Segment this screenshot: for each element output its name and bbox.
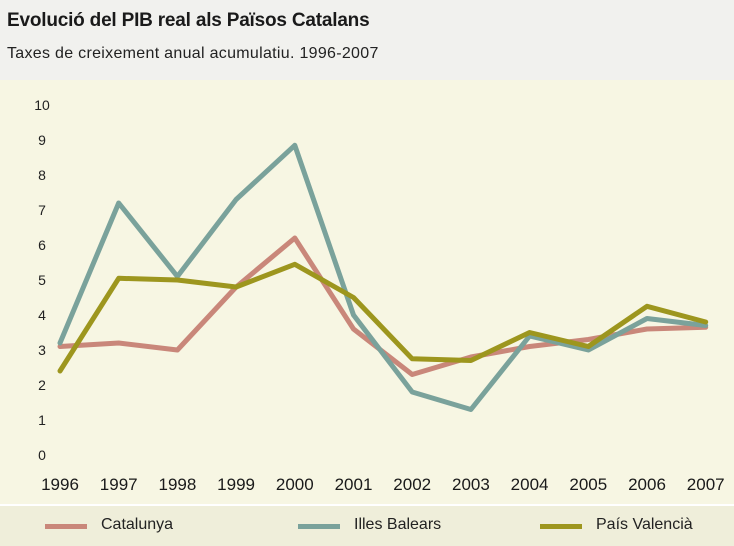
x-tick-label: 2003 (452, 475, 490, 494)
y-tick-label: 1 (38, 412, 46, 428)
y-tick-label: 6 (38, 237, 46, 253)
legend-label-illes-balears: Illes Balears (354, 516, 442, 533)
x-tick-label: 2004 (511, 475, 549, 494)
series-line-illes-balears (57, 142, 709, 412)
chart-header: Evolució del PIB real als Països Catalan… (0, 0, 734, 80)
x-tick-label: 1998 (158, 475, 196, 494)
x-tick-label: 2002 (393, 475, 431, 494)
y-tick-label: 4 (38, 307, 46, 323)
y-tick-label: 10 (34, 97, 50, 113)
x-tick-label: 2007 (687, 475, 725, 494)
legend-swatch-illes-balears (298, 524, 340, 529)
x-tick-label: 1997 (100, 475, 138, 494)
legend: Catalunya Illes Balears País Valencià (0, 506, 734, 546)
line-chart: 0 1 2 3 4 5 6 7 8 9 10 1996 1997 1998 1999 2000 2001 2002… (34, 97, 725, 494)
y-tick-label: 9 (38, 132, 46, 148)
y-tick-label: 5 (38, 272, 46, 288)
y-tick-label: 7 (38, 202, 46, 218)
y-tick-label: 3 (38, 342, 46, 358)
y-tick-label: 8 (38, 167, 46, 183)
legend-swatch-pais-valencia (540, 524, 582, 529)
x-tick-label: 2005 (569, 475, 607, 494)
chart-subtitle: Taxes de creixement anual acumulatiu. 19… (7, 45, 379, 62)
legend-swatch-catalunya (45, 524, 87, 529)
legend-label-catalunya: Catalunya (101, 516, 174, 533)
x-tick-label: 2006 (628, 475, 666, 494)
x-tick-label: 2000 (276, 475, 314, 494)
x-tick-label: 2001 (335, 475, 373, 494)
chart-title: Evolució del PIB real als Països Catalan… (7, 10, 370, 31)
x-tick-label: 1999 (217, 475, 255, 494)
y-tick-label: 0 (38, 447, 46, 463)
x-tick-label: 1996 (41, 475, 79, 494)
legend-label-pais-valencia: País Valencià (596, 516, 693, 533)
plot-panel: 0 1 2 3 4 5 6 7 8 9 10 1996 1997 1998 1999 2000 2001 2002… (0, 80, 734, 504)
y-tick-label: 2 (38, 377, 46, 393)
series-line-pa-s-valenci- (57, 261, 709, 374)
